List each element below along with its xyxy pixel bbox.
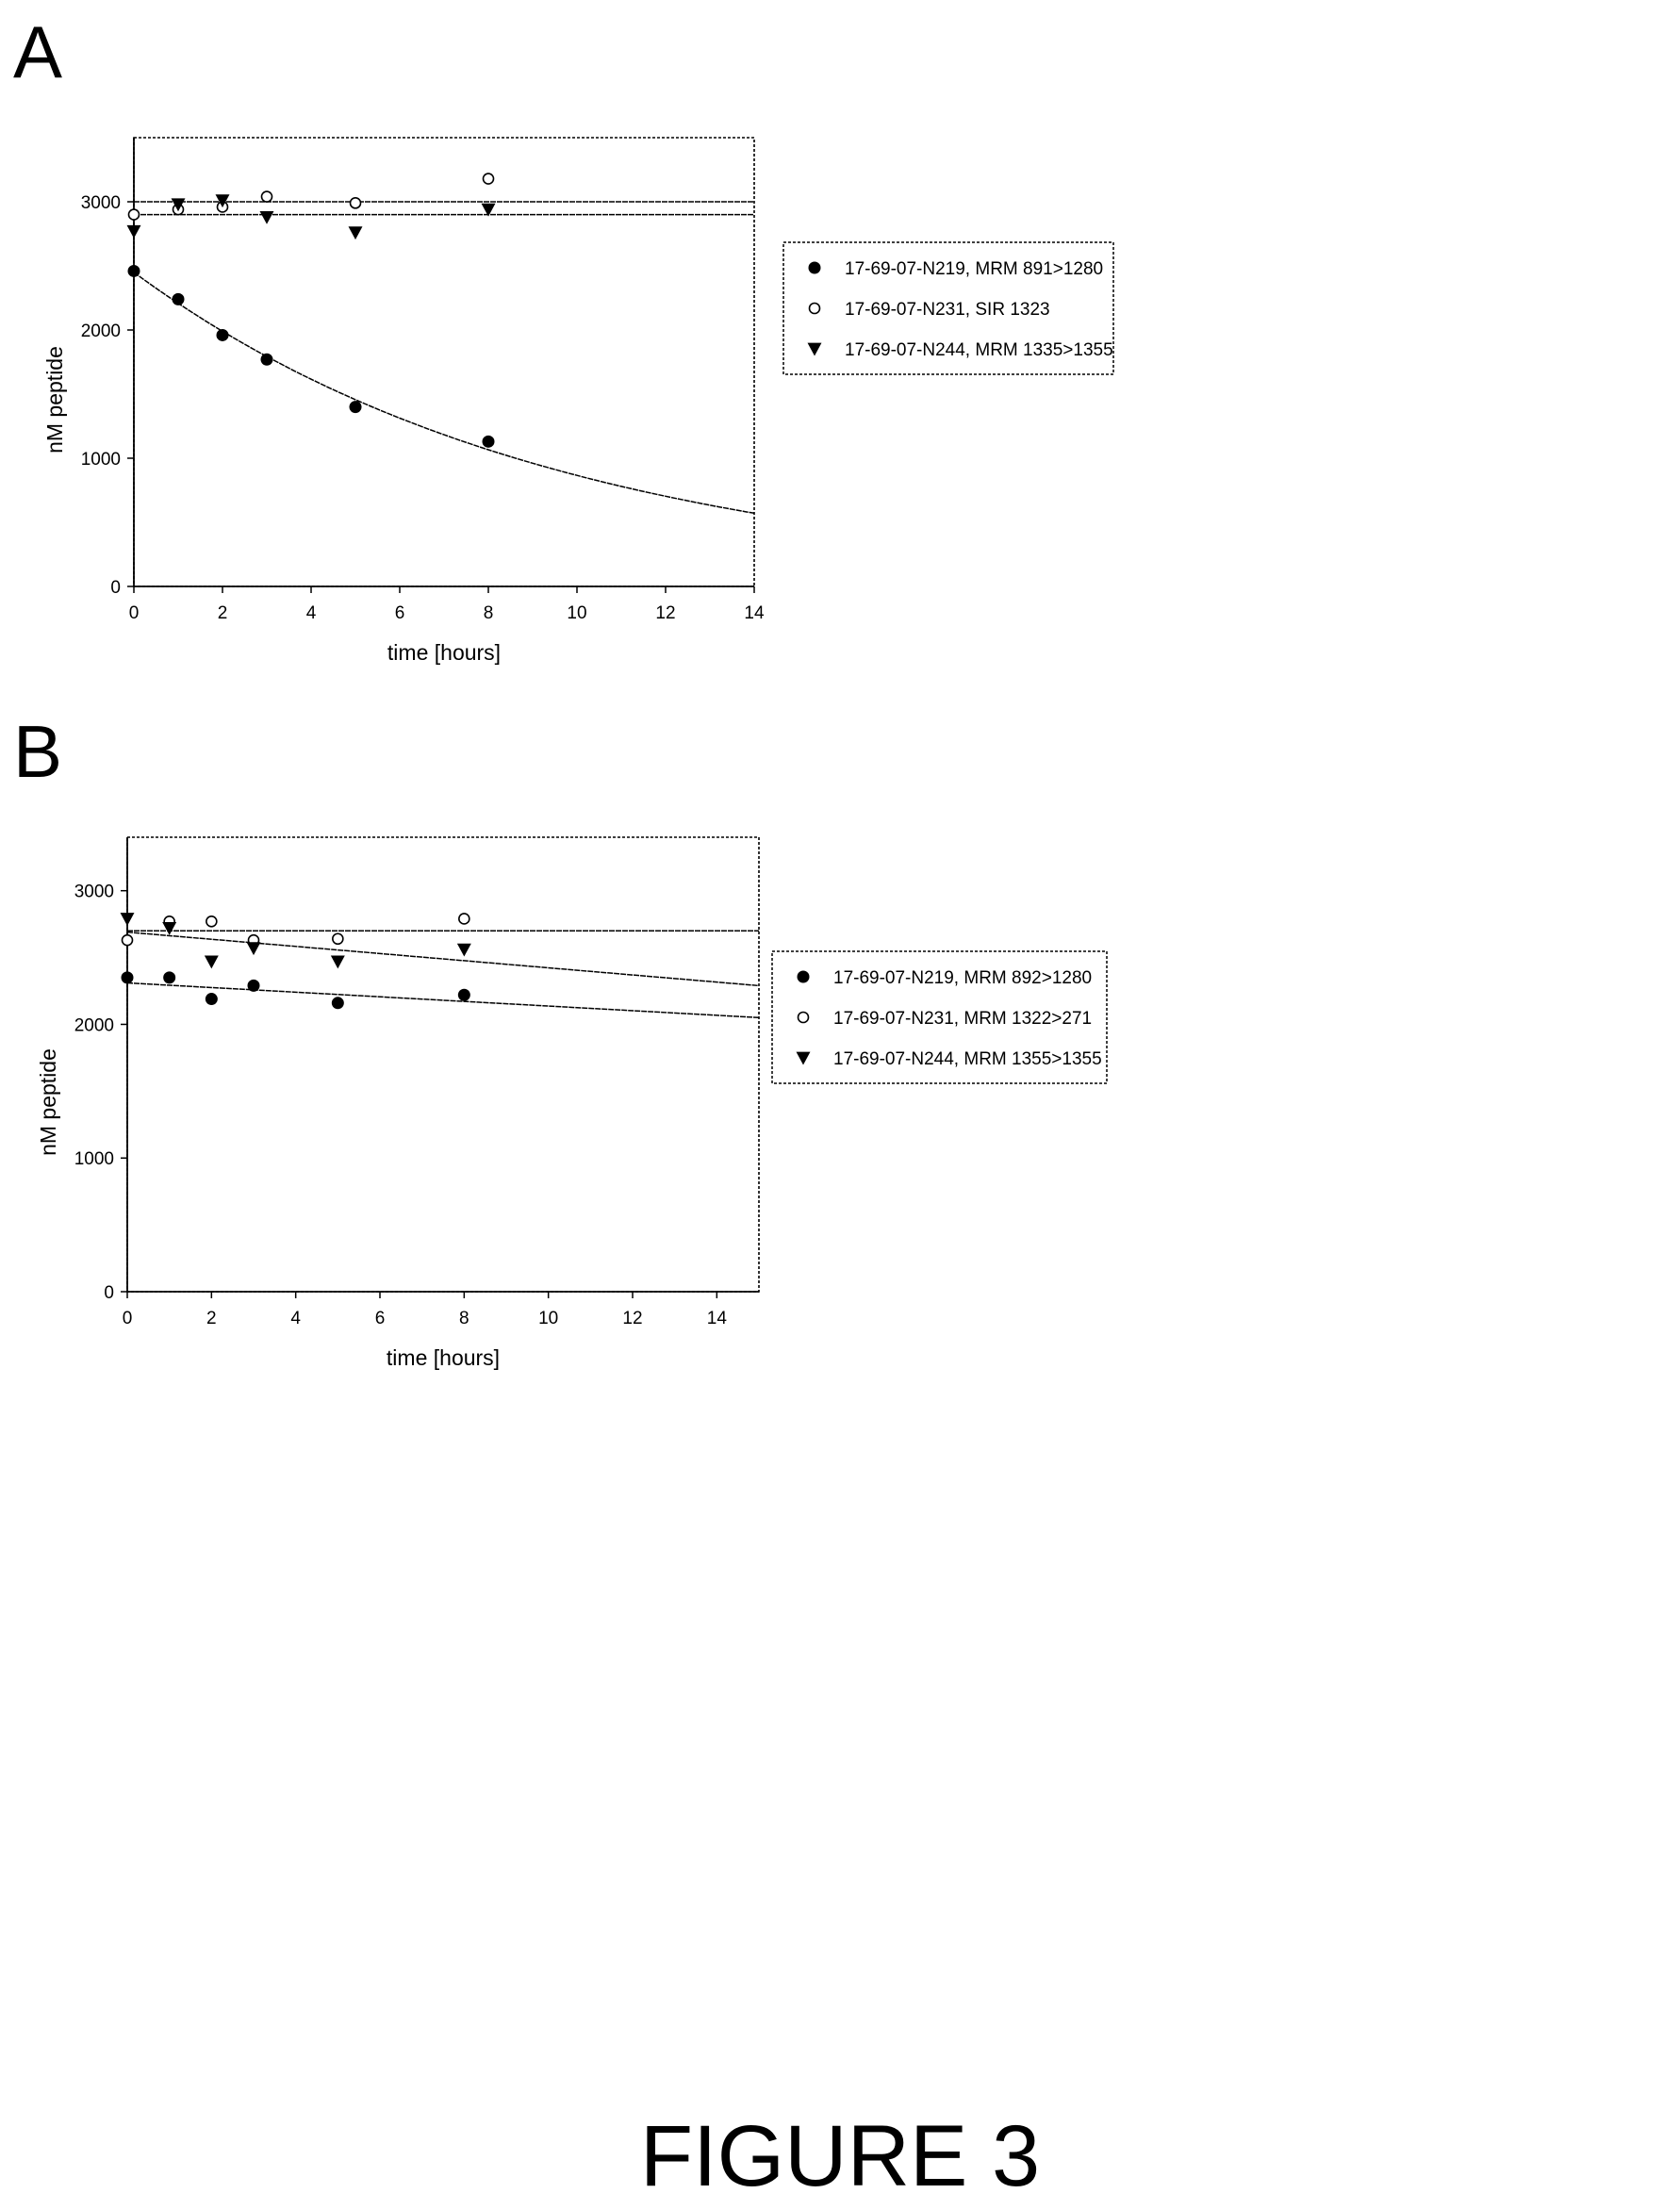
panel-a-legend-label: 17-69-07-N219, MRM 891>1280 <box>845 259 1103 279</box>
panel-a-legend-marker <box>807 342 822 356</box>
panel-a-data-point <box>349 401 362 414</box>
panel-b-y-tick-label: 3000 <box>74 882 114 902</box>
panel-a-data-point <box>259 210 274 224</box>
panel-b-y-tick-label: 0 <box>104 1283 114 1303</box>
panel-a-x-tick-label: 4 <box>306 603 317 623</box>
panel-a-data-point <box>260 190 273 203</box>
panel-a-x-tick-label: 6 <box>395 603 405 623</box>
panel-a-legend-box <box>782 241 1114 375</box>
panel-b-fit-line <box>126 931 760 987</box>
panel-b-legend-box <box>771 950 1108 1084</box>
panel-b-data-point <box>206 915 218 928</box>
panel-a-fit-line <box>133 272 755 515</box>
panel-a-data-point <box>482 435 495 448</box>
panel-a-x-tick-label: 12 <box>655 603 675 623</box>
panel-b-fit-line <box>126 981 760 1019</box>
panel-b-y-axis-label: nM peptide <box>36 1048 60 1156</box>
panel-b-x-axis-label: time [hours] <box>387 1345 500 1370</box>
panel-a-x-axis-label: time [hours] <box>387 640 501 665</box>
panel-a-data-point <box>171 198 186 212</box>
panel-a-x-tick-label: 2 <box>218 603 228 623</box>
panel-a-y-tick-label: 1000 <box>81 450 121 470</box>
panel-b-data-point <box>246 942 261 956</box>
panel-b-legend-marker <box>797 970 810 983</box>
panel-b-data-point <box>121 971 134 984</box>
panel-b-data-point <box>330 955 345 969</box>
panel-b-data-point <box>458 913 470 925</box>
panel-b-x-tick-label: 8 <box>459 1309 469 1328</box>
panel-b-legend-label: 17-69-07-N231, MRM 1322>271 <box>833 1009 1092 1029</box>
panel-a-data-point <box>127 264 140 277</box>
panel-b-legend-marker <box>797 1011 810 1024</box>
panel-a-x-tick-label: 8 <box>484 603 494 623</box>
panel-a-x-tick-label: 10 <box>567 603 586 623</box>
panel-b-y-tick-label: 2000 <box>74 1015 114 1035</box>
panel-b-x-tick-label: 14 <box>707 1309 728 1328</box>
panel-b-x-tick-label: 12 <box>622 1309 642 1328</box>
panel-a-legend-label: 17-69-07-N244, MRM 1335>1355 <box>845 340 1113 360</box>
panel-a-data-point <box>348 226 363 240</box>
panel-b-legend-label: 17-69-07-N244, MRM 1355>1355 <box>833 1049 1102 1069</box>
panel-a-data-point <box>216 328 229 341</box>
panel-label-b: B <box>13 710 63 793</box>
panel-a-data-point <box>215 194 230 208</box>
panel-b-x-tick-label: 10 <box>538 1309 558 1328</box>
panel-b-data-point <box>457 988 470 1001</box>
panel-b-data-point <box>120 913 135 926</box>
panel-b-legend-label: 17-69-07-N219, MRM 892>1280 <box>833 968 1092 988</box>
panel-b-plot-frame <box>126 836 760 1293</box>
panel-b-data-point <box>247 979 260 992</box>
panel-a-data-point <box>349 197 362 209</box>
panel-b-y-tick-label: 1000 <box>74 1149 114 1169</box>
panel-b-data-point <box>332 932 344 946</box>
panel-a-y-tick-label: 3000 <box>81 193 121 213</box>
panel-a-data-point <box>481 203 496 217</box>
figure-caption: FIGURE 3 <box>639 2108 1041 2204</box>
panel-a-legend-marker <box>808 302 821 315</box>
panel-a-y-axis-label: nM peptide <box>42 346 67 454</box>
panel-b-data-point <box>331 997 344 1010</box>
panel-a-legend-marker <box>808 261 821 274</box>
panel-a-y-tick-label: 2000 <box>81 322 121 341</box>
panel-a-y-tick-label: 0 <box>110 578 121 598</box>
panel-a-data-point <box>260 353 273 366</box>
panel-b-x-tick-label: 4 <box>290 1309 301 1328</box>
panel-b-data-point <box>456 943 471 957</box>
panel-a-data-point <box>172 292 185 305</box>
panel-b-x-tick-label: 0 <box>123 1309 133 1328</box>
panel-a-legend-label: 17-69-07-N231, SIR 1323 <box>845 300 1050 320</box>
panel-b-x-tick-label: 6 <box>375 1309 386 1328</box>
panel-b-data-point <box>204 955 219 969</box>
panel-b-data-point <box>121 933 134 947</box>
panel-label-a: A <box>13 10 63 93</box>
panel-a-x-tick-label: 14 <box>744 603 765 623</box>
panel-a-data-point <box>482 173 495 185</box>
panel-b-data-point <box>163 971 176 984</box>
panel-a-data-point <box>126 224 141 239</box>
panel-b-legend-marker <box>796 1051 811 1065</box>
panel-a-x-tick-label: 0 <box>129 603 140 623</box>
panel-b-data-point <box>205 993 218 1006</box>
panel-b-data-point <box>162 922 177 935</box>
panel-a-data-point <box>127 208 140 221</box>
panel-b-x-tick-label: 2 <box>206 1309 217 1328</box>
